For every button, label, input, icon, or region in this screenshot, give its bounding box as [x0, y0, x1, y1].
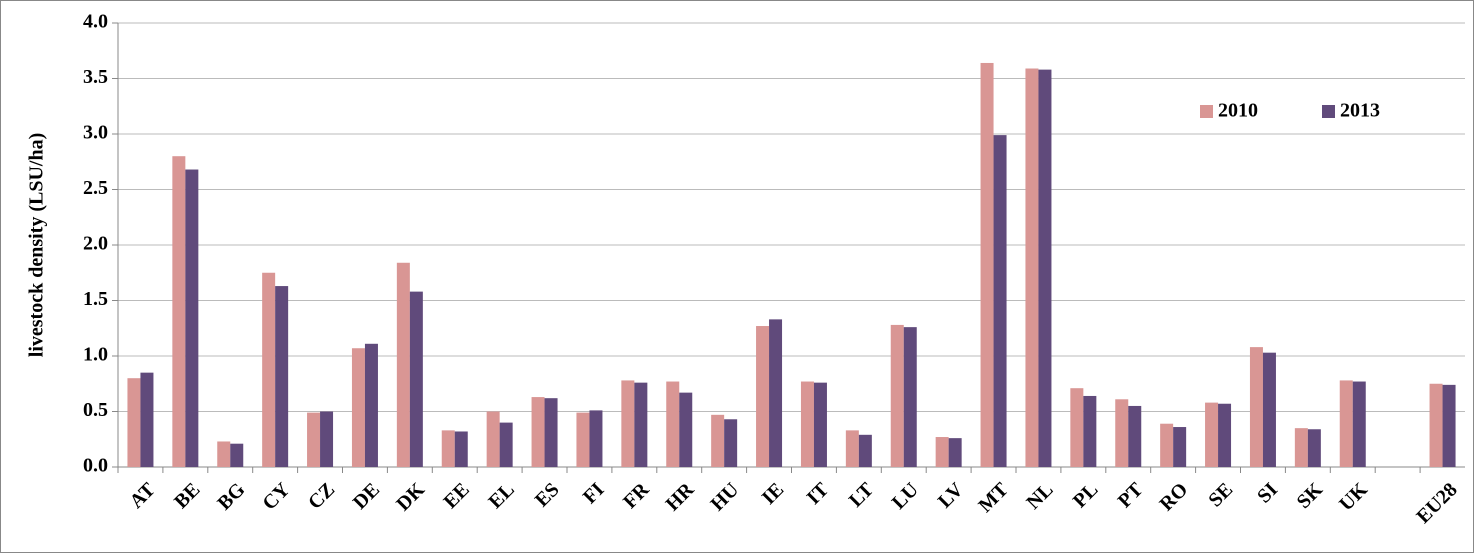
- bar: [409, 291, 423, 467]
- bar: [262, 272, 276, 467]
- y-tick-label: 3.0: [83, 122, 108, 144]
- bar: [1205, 402, 1219, 467]
- bar: [307, 412, 321, 467]
- y-tick-label: 3.5: [83, 66, 108, 88]
- bar: [1442, 384, 1456, 467]
- bar: [813, 382, 827, 467]
- bar: [1429, 383, 1443, 467]
- bar: [1249, 347, 1263, 467]
- bar: [364, 343, 378, 467]
- bar: [724, 419, 738, 467]
- bar: [1339, 380, 1353, 467]
- y-tick-label: 1.5: [83, 288, 108, 310]
- bar: [589, 410, 603, 467]
- bar: [1294, 428, 1308, 467]
- y-tick-label: 1.0: [83, 344, 108, 366]
- bar: [486, 411, 500, 467]
- bar: [217, 441, 231, 467]
- bar: [275, 286, 289, 467]
- bar: [1262, 352, 1276, 467]
- bar: [230, 443, 244, 467]
- bar: [890, 324, 904, 467]
- bar: [980, 62, 994, 468]
- y-axis-label: livestock density (LSU/ha): [26, 133, 48, 357]
- bar: [1352, 381, 1366, 467]
- bar: [396, 262, 410, 467]
- bar: [544, 398, 558, 467]
- bar: [756, 326, 770, 467]
- bar: [1307, 429, 1321, 467]
- y-tick-label: 4.0: [83, 11, 108, 33]
- y-tick-label: 2.5: [83, 177, 108, 199]
- legend-swatch: [1322, 105, 1335, 118]
- bar: [127, 378, 141, 467]
- bar: [634, 382, 648, 467]
- bar: [800, 381, 814, 467]
- bar: [948, 438, 962, 467]
- bar: [711, 414, 725, 467]
- legend-swatch: [1200, 105, 1213, 118]
- bar: [1128, 405, 1142, 467]
- y-tick-label: 2.0: [83, 233, 108, 255]
- bar: [621, 380, 635, 467]
- bar: [140, 372, 154, 467]
- bar: [993, 135, 1007, 468]
- bar: [1115, 399, 1129, 467]
- bar: [845, 430, 859, 467]
- bar: [1070, 388, 1084, 467]
- bar: [858, 434, 872, 467]
- bar: [1160, 423, 1174, 467]
- y-tick-label: 0.0: [83, 455, 108, 477]
- bar: [185, 169, 199, 467]
- bar: [320, 411, 334, 467]
- bar: [172, 156, 186, 467]
- bar: [454, 431, 468, 467]
- bar: [351, 348, 365, 467]
- bar: [935, 437, 949, 467]
- bar: [1173, 427, 1187, 467]
- bar: [1083, 395, 1097, 467]
- bar: [903, 327, 917, 467]
- bar: [441, 430, 455, 467]
- legend-label: 2013: [1340, 100, 1380, 122]
- bar: [1038, 69, 1052, 468]
- bar: [679, 392, 693, 467]
- bar: [666, 381, 680, 467]
- bar: [576, 412, 590, 467]
- bar: [1025, 68, 1039, 467]
- bar: [769, 319, 783, 467]
- bar: [1218, 403, 1232, 467]
- legend-label: 2010: [1218, 100, 1258, 122]
- bar: [531, 397, 545, 467]
- bar: [499, 422, 513, 467]
- y-tick-label: 0.5: [83, 399, 108, 421]
